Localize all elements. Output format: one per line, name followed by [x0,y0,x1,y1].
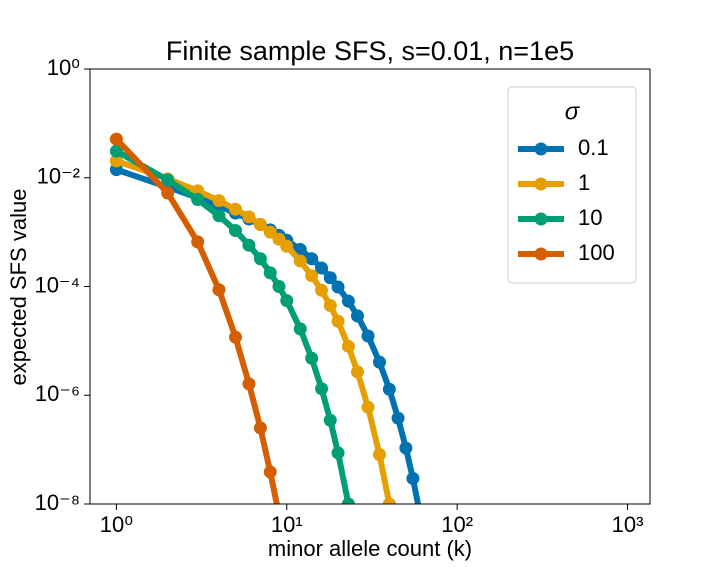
data-point [109,132,123,146]
y-tick-label: 10⁰ [47,55,80,80]
data-point [212,209,226,223]
data-point [372,448,386,462]
data-point [323,271,337,285]
data-point [293,254,307,268]
data-point [228,224,242,238]
data-point [263,225,277,239]
data-point [382,382,396,396]
data-point [293,243,307,257]
data-point [350,309,364,323]
data-point [315,382,329,396]
data-point [350,365,364,379]
data-point [341,339,355,353]
legend-marker [534,177,548,191]
data-point [109,154,123,168]
legend-label: 0.1 [578,135,609,160]
data-point [341,497,355,504]
data-point [272,280,286,293]
legend-label: 1 [578,170,590,195]
chart-title: Finite sample SFS, s=0.01, n=1e5 [166,36,574,66]
data-point [361,329,375,343]
legend-label: 10 [578,205,602,230]
y-axis-label: expected SFS value [6,189,31,386]
legend-label: 100 [578,240,615,265]
data-point [263,465,277,479]
data-point [305,351,319,365]
data-point [228,202,242,216]
x-tick-label: 10³ [612,512,644,537]
data-point [315,283,329,297]
plot-area [109,132,422,504]
legend-marker [534,142,548,156]
data-point [293,322,307,336]
data-point [228,330,242,344]
data-point [253,252,267,266]
x-axis-label: minor allele count (k) [268,536,472,561]
x-tick-label: 10⁰ [100,512,133,537]
y-tick-label: 10⁻⁸ [35,490,80,515]
data-point [372,355,386,369]
legend: σ 0.1 1 10 100 [507,86,637,284]
data-point [341,294,355,308]
data-point [399,441,413,455]
data-point [406,471,420,485]
data-point [109,144,123,158]
data-point [391,411,405,425]
series-line [114,137,280,504]
legend-marker [534,212,548,226]
data-point [212,283,226,297]
data-point [323,299,337,313]
data-point [263,266,277,280]
y-tick-label: 10⁻² [37,164,80,189]
data-point [331,314,345,328]
data-point [331,280,345,294]
data-point [242,377,256,391]
data-point [331,446,345,460]
legend-title: σ [565,98,581,125]
data-point [161,186,175,200]
x-tick-label: 10² [441,512,473,537]
data-point [305,269,319,283]
data-point [253,218,267,232]
data-point [323,413,337,427]
legend-marker [534,247,548,261]
data-point [212,194,226,208]
y-tick-label: 10⁻⁴ [34,272,80,297]
data-point [280,294,294,308]
y-tick-label: 10⁻⁶ [35,381,80,406]
data-point [253,421,267,435]
data-point [161,173,175,187]
data-point [361,400,375,414]
data-point [280,239,294,253]
data-point [382,497,396,504]
data-point [191,193,205,207]
legend-box [507,86,637,284]
data-point [191,235,205,249]
data-point [305,252,319,266]
data-point [242,238,256,252]
x-tick-label: 10¹ [271,512,303,537]
data-point [242,210,256,224]
data-point [315,261,329,275]
